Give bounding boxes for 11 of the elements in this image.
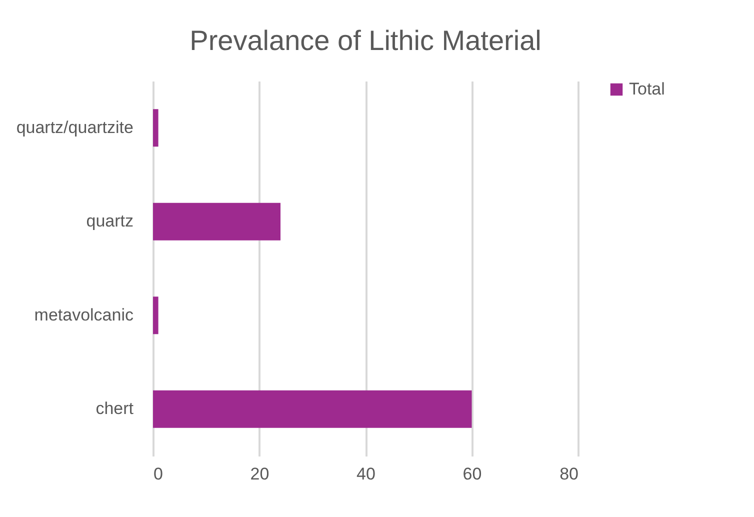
y-tick-label: quartz/quartzite [16, 118, 134, 137]
x-tick-label: 0 [154, 464, 163, 484]
y-tick-label: chert [96, 399, 134, 418]
x-tick-label: 20 [250, 464, 270, 484]
legend-label: Total [629, 80, 665, 98]
x-tick-label: 80 [560, 464, 578, 484]
x-tick-label: 40 [356, 464, 376, 484]
y-tick-label: quartz [86, 212, 134, 231]
y-tick-label: metavolcanic [34, 305, 134, 324]
chart-title: Prevalance of Lithic Material [190, 25, 542, 56]
x-tick-label: 60 [462, 464, 482, 484]
